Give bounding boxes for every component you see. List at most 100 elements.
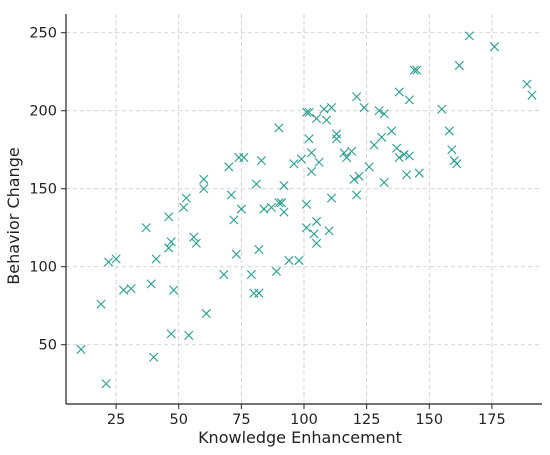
scatter-point bbox=[249, 288, 259, 298]
x-tick-label: 150 bbox=[415, 412, 443, 428]
scatter-point bbox=[294, 255, 304, 266]
x-axis-ticks: 25 50 75 100 125 150 175 bbox=[107, 404, 506, 428]
scatter-point bbox=[414, 168, 424, 178]
scatter-point bbox=[201, 308, 211, 319]
scatter-point bbox=[266, 202, 277, 213]
scatter-point bbox=[149, 352, 159, 362]
x-axis-label: Knowledge Enhancement bbox=[198, 428, 402, 447]
scatter-point bbox=[254, 244, 264, 255]
scatter-point bbox=[369, 140, 379, 150]
scatter-point bbox=[352, 190, 362, 200]
scatter-point bbox=[437, 104, 447, 114]
scatter-point bbox=[119, 285, 129, 295]
scatter-point bbox=[146, 279, 156, 289]
scatter-point bbox=[447, 145, 457, 155]
scatter-point bbox=[164, 212, 174, 222]
y-tick-label: 200 bbox=[29, 104, 57, 120]
scatter-point bbox=[271, 266, 282, 276]
scatter-point bbox=[527, 90, 537, 100]
scatter-point bbox=[199, 184, 209, 194]
scatter-point bbox=[394, 152, 404, 163]
scatter-point bbox=[239, 152, 249, 163]
scatter-point bbox=[309, 229, 319, 239]
scatter-point bbox=[151, 254, 161, 264]
scatter-point bbox=[111, 254, 121, 264]
scatter-point bbox=[347, 146, 357, 156]
scatter-point bbox=[231, 249, 241, 259]
scatter-point bbox=[276, 198, 287, 208]
scatter-point bbox=[331, 134, 342, 144]
scatter-point bbox=[404, 151, 414, 161]
scatter-point bbox=[296, 154, 307, 164]
x-tick-label: 50 bbox=[170, 412, 188, 428]
scatter-point bbox=[349, 174, 359, 184]
scatter-point bbox=[326, 103, 337, 113]
scatter-point bbox=[314, 157, 324, 167]
scatter-point bbox=[331, 129, 342, 139]
scatter-point bbox=[342, 152, 352, 163]
scatter-point bbox=[464, 31, 474, 41]
scatter-point bbox=[379, 109, 389, 119]
y-tick-label: 150 bbox=[29, 182, 57, 198]
scatter-point bbox=[251, 179, 261, 189]
scatter-point bbox=[219, 269, 229, 280]
scatter-point bbox=[404, 95, 414, 105]
grid bbox=[66, 14, 542, 404]
scatter-point bbox=[284, 255, 294, 266]
x-tick-label: 175 bbox=[478, 412, 506, 428]
scatter-point bbox=[229, 215, 239, 225]
scatter-point bbox=[412, 65, 422, 75]
scatter-point bbox=[306, 166, 317, 177]
scatter-point bbox=[289, 159, 299, 169]
scatter-point bbox=[166, 329, 176, 339]
scatter-point bbox=[279, 207, 289, 217]
scatter-point bbox=[226, 190, 236, 200]
scatter-point bbox=[326, 193, 337, 203]
y-axis-label: Behavior Change bbox=[4, 147, 23, 284]
x-tick-label: 25 bbox=[107, 412, 125, 428]
scatter-point bbox=[279, 181, 289, 191]
scatter-point bbox=[306, 148, 317, 158]
y-tick-label: 100 bbox=[29, 260, 57, 276]
scatter-point bbox=[96, 299, 106, 309]
scatter-point bbox=[311, 238, 322, 248]
scatter-point bbox=[394, 87, 404, 97]
scatter-point bbox=[409, 65, 419, 75]
scatter-point bbox=[126, 283, 136, 294]
scatter-point bbox=[189, 232, 199, 242]
scatter-point bbox=[101, 379, 111, 389]
scatter-point bbox=[184, 330, 194, 340]
scatter-point bbox=[454, 60, 464, 71]
scatter-point bbox=[359, 103, 369, 113]
scatter-point bbox=[141, 223, 151, 233]
scatter-point bbox=[234, 152, 244, 163]
scatter-point bbox=[311, 216, 322, 227]
scatter-point bbox=[104, 257, 114, 267]
scatter-point bbox=[301, 199, 312, 209]
scatter-point bbox=[392, 143, 402, 153]
scatter-point bbox=[444, 126, 454, 136]
scatter-point bbox=[254, 288, 264, 298]
scatter-point bbox=[301, 107, 312, 117]
scatter-point bbox=[304, 134, 314, 144]
scatter-point bbox=[224, 162, 234, 172]
scatter-point bbox=[324, 226, 334, 236]
scatter-point bbox=[402, 170, 412, 180]
scatter-point bbox=[274, 198, 284, 208]
scatter-point bbox=[387, 126, 397, 136]
scatter-point bbox=[452, 159, 462, 169]
y-axis-ticks: 50 100 150 200 250 bbox=[29, 26, 66, 354]
scatter-point bbox=[352, 92, 362, 102]
x-tick-label: 75 bbox=[232, 412, 250, 428]
scatter-point bbox=[191, 238, 201, 248]
scatter-point bbox=[274, 123, 284, 133]
y-tick-label: 250 bbox=[29, 26, 57, 42]
scatter-point bbox=[374, 106, 384, 116]
scatter-point bbox=[304, 107, 314, 117]
scatter-point bbox=[489, 42, 499, 52]
scatter-point bbox=[319, 104, 329, 114]
scatter-point bbox=[256, 156, 266, 166]
scatter-point bbox=[301, 223, 312, 233]
scatter-point bbox=[321, 115, 332, 125]
